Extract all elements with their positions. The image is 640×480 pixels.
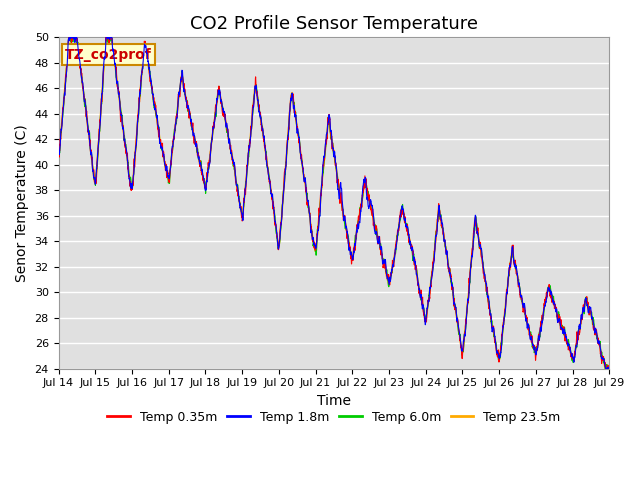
Y-axis label: Senor Temperature (C): Senor Temperature (C) bbox=[15, 124, 29, 282]
X-axis label: Time: Time bbox=[317, 394, 351, 408]
Legend: Temp 0.35m, Temp 1.8m, Temp 6.0m, Temp 23.5m: Temp 0.35m, Temp 1.8m, Temp 6.0m, Temp 2… bbox=[102, 406, 566, 429]
Text: TZ_co2prof: TZ_co2prof bbox=[65, 48, 152, 62]
Title: CO2 Profile Sensor Temperature: CO2 Profile Sensor Temperature bbox=[190, 15, 478, 33]
